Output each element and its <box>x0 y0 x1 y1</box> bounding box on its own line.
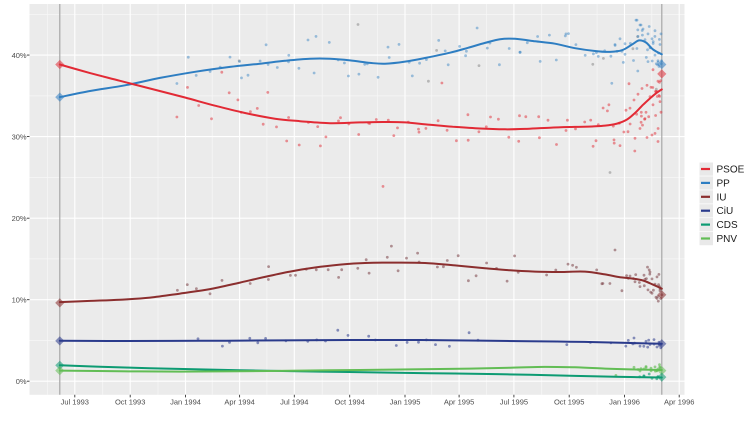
svg-text:Jan 1995: Jan 1995 <box>390 398 421 407</box>
svg-text:20%: 20% <box>12 214 27 223</box>
svg-text:Apr 1994: Apr 1994 <box>224 398 254 407</box>
svg-text:IU: IU <box>717 192 727 203</box>
svg-text:PP: PP <box>717 178 731 189</box>
svg-text:PSOE: PSOE <box>717 165 745 176</box>
svg-text:30%: 30% <box>12 132 27 141</box>
svg-text:Oct 1994: Oct 1994 <box>334 398 364 407</box>
svg-text:Jul 1995: Jul 1995 <box>500 398 528 407</box>
svg-text:CDS: CDS <box>717 220 738 231</box>
svg-text:0%: 0% <box>16 377 27 386</box>
svg-text:40%: 40% <box>12 51 27 60</box>
svg-text:Apr 1996: Apr 1996 <box>664 398 694 407</box>
svg-text:PNV: PNV <box>717 234 738 245</box>
svg-text:Oct 1995: Oct 1995 <box>554 398 584 407</box>
svg-text:Oct 1993: Oct 1993 <box>115 398 145 407</box>
svg-text:10%: 10% <box>12 295 27 304</box>
svg-text:Jul 1994: Jul 1994 <box>280 398 308 407</box>
svg-text:Jan 1996: Jan 1996 <box>609 398 640 407</box>
svg-text:CiU: CiU <box>717 206 734 217</box>
svg-text:Apr 1995: Apr 1995 <box>444 398 474 407</box>
svg-text:Jan 1994: Jan 1994 <box>170 398 201 407</box>
svg-text:Jul 1993: Jul 1993 <box>61 398 89 407</box>
